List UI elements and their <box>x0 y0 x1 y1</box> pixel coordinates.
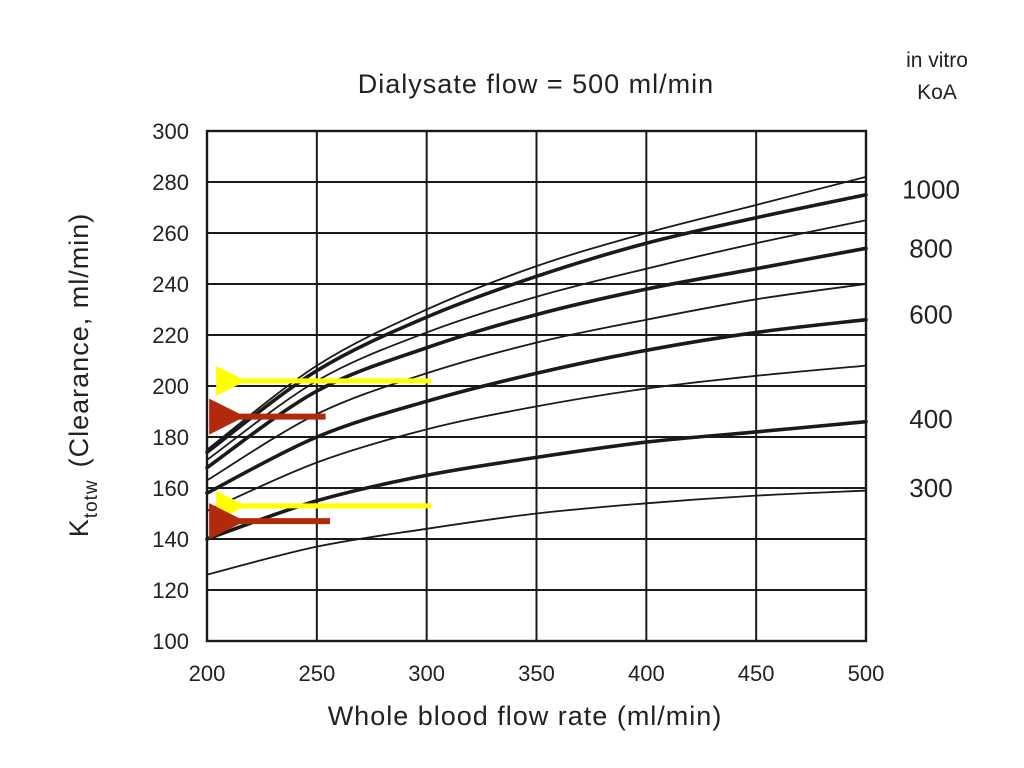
y-tick-label-1: 120 <box>152 578 189 603</box>
koa-labels: 1000 800 600 400 300 <box>902 175 960 503</box>
koa-label-300: 300 <box>909 473 952 503</box>
series-line-0 <box>205 192 868 455</box>
y-tick-label-7: 240 <box>152 272 189 297</box>
koa-label-800: 800 <box>909 233 952 263</box>
tick-labels: 200 250 300 350 400 450 500 100 120 140 160 180 200 2… <box>152 119 884 686</box>
y-axis-label-rest: (Clearance, ml/min) <box>64 213 94 468</box>
x-tick-label-1: 250 <box>298 661 335 686</box>
y-tick-label-9: 280 <box>152 170 189 195</box>
y-axis-label: Ktotw (Clearance, ml/min) <box>64 213 102 537</box>
x-tick-label-6: 500 <box>848 661 885 686</box>
arrows <box>209 365 432 540</box>
koa-label-1000: 1000 <box>902 175 960 205</box>
koa-header-line1: in vitro <box>906 49 968 72</box>
series-line-5 <box>205 317 868 495</box>
x-tick-label-0: 200 <box>189 661 226 686</box>
series-line-7 <box>205 419 868 541</box>
y-tick-label-5: 200 <box>152 374 189 399</box>
grid <box>205 129 868 643</box>
koa-label-400: 400 <box>909 404 952 434</box>
y-axis-label-sub: totw <box>81 479 102 518</box>
y-tick-label-2: 140 <box>152 527 189 552</box>
koa-header-line2: KoA <box>917 81 957 104</box>
y-tick-label-8: 260 <box>152 221 189 246</box>
x-tick-label-3: 350 <box>518 661 555 686</box>
plot-frame <box>205 129 868 643</box>
y-tick-label-3: 160 <box>152 476 189 501</box>
y-axis-label-main: K <box>64 518 94 537</box>
y-tick-label-4: 180 <box>152 425 189 450</box>
x-tick-label-4: 400 <box>628 661 665 686</box>
series-line-6 <box>206 364 867 512</box>
x-tick-label-5: 450 <box>738 661 775 686</box>
series-line-3 <box>205 246 868 470</box>
chart-title: Dialysate flow = 500 ml/min <box>358 69 714 99</box>
x-tick-label-2: 300 <box>408 661 445 686</box>
koa-label-600: 600 <box>909 300 952 330</box>
x-axis-label: Whole blood flow rate (ml/min) <box>328 701 723 731</box>
y-tick-label-0: 100 <box>152 629 189 654</box>
y-tick-label-6: 220 <box>152 323 189 348</box>
y-tick-label-10: 300 <box>152 119 189 144</box>
series-line-8 <box>206 489 867 576</box>
series-line-1 <box>206 176 867 451</box>
